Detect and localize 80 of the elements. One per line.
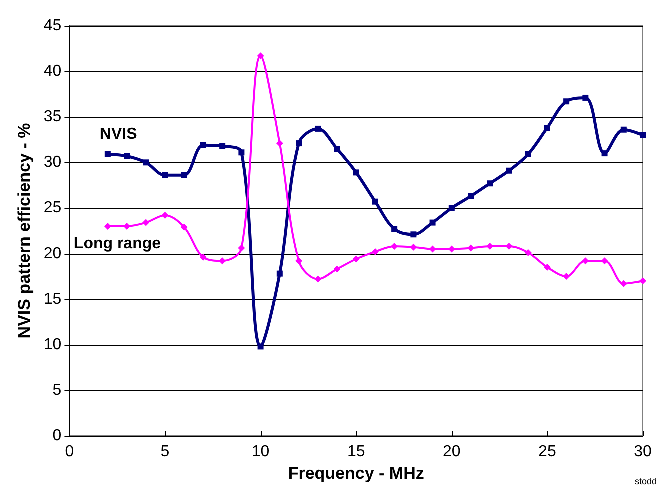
point	[314, 276, 322, 283]
y-tick-label: 25	[44, 200, 62, 217]
text: stodd	[634, 476, 658, 486]
y-tick-label: 35	[44, 108, 62, 126]
point	[544, 125, 550, 132]
point	[238, 244, 246, 252]
point	[392, 226, 398, 232]
x-tick-label: 30	[634, 444, 652, 460]
point	[602, 150, 608, 157]
point	[296, 258, 303, 265]
point	[506, 168, 512, 174]
y-tick-label: 20	[44, 245, 62, 262]
point	[142, 219, 150, 226]
point	[486, 242, 494, 250]
point	[372, 198, 378, 205]
point	[276, 140, 284, 148]
point	[487, 180, 494, 187]
point	[563, 273, 570, 280]
point	[582, 258, 590, 265]
point	[544, 264, 551, 271]
point	[219, 258, 226, 265]
point	[334, 146, 340, 152]
y-tick-label: 5	[52, 382, 62, 399]
point	[620, 280, 628, 288]
point	[468, 193, 474, 200]
point	[430, 220, 436, 226]
point	[352, 256, 360, 263]
point	[410, 244, 418, 251]
point	[238, 150, 245, 156]
point	[353, 170, 360, 176]
x-tick-label: 15	[347, 444, 366, 460]
point	[162, 172, 168, 178]
point	[124, 222, 131, 230]
point	[220, 143, 226, 150]
point	[200, 142, 206, 148]
point	[429, 246, 436, 253]
y-tick-label: 30	[44, 154, 62, 172]
point	[104, 222, 112, 230]
point	[448, 246, 456, 253]
point	[296, 140, 302, 147]
point	[601, 258, 608, 265]
point	[124, 153, 130, 160]
point	[564, 98, 570, 105]
x-tick-label: 0	[65, 444, 74, 460]
point	[200, 254, 207, 261]
point	[468, 244, 475, 252]
x-tick-label: 25	[538, 444, 556, 460]
point	[640, 278, 646, 285]
y-tick-label: 10	[44, 336, 62, 354]
point	[257, 52, 264, 60]
y-tick-label: 15	[44, 290, 62, 308]
point	[524, 249, 532, 256]
x-axis-title: Frequency - MHz	[288, 464, 424, 483]
point	[506, 242, 513, 250]
point	[372, 248, 379, 256]
point	[391, 242, 398, 250]
point	[640, 132, 646, 138]
y-axis-title: NVIS pattern efficiency - %	[15, 123, 34, 339]
point	[180, 224, 188, 231]
point	[143, 160, 150, 166]
point	[104, 151, 111, 158]
point	[276, 270, 283, 277]
point	[525, 151, 532, 158]
point	[315, 126, 322, 132]
point	[620, 126, 627, 133]
y-tick-label: 40	[44, 63, 62, 80]
x-tick-label: 10	[252, 444, 270, 460]
y-tick-label: 45	[44, 18, 62, 34]
series-label: NVIS	[100, 126, 138, 143]
y-tick-label: 0	[52, 428, 62, 444]
x-tick-label: 5	[160, 444, 170, 460]
point	[258, 344, 264, 350]
point	[582, 94, 589, 101]
point	[448, 205, 455, 212]
point	[162, 212, 169, 220]
point	[181, 172, 188, 178]
point	[410, 232, 417, 238]
x-tick-label: 20	[443, 444, 461, 460]
point	[334, 266, 341, 273]
series-label: Long range	[74, 235, 162, 252]
